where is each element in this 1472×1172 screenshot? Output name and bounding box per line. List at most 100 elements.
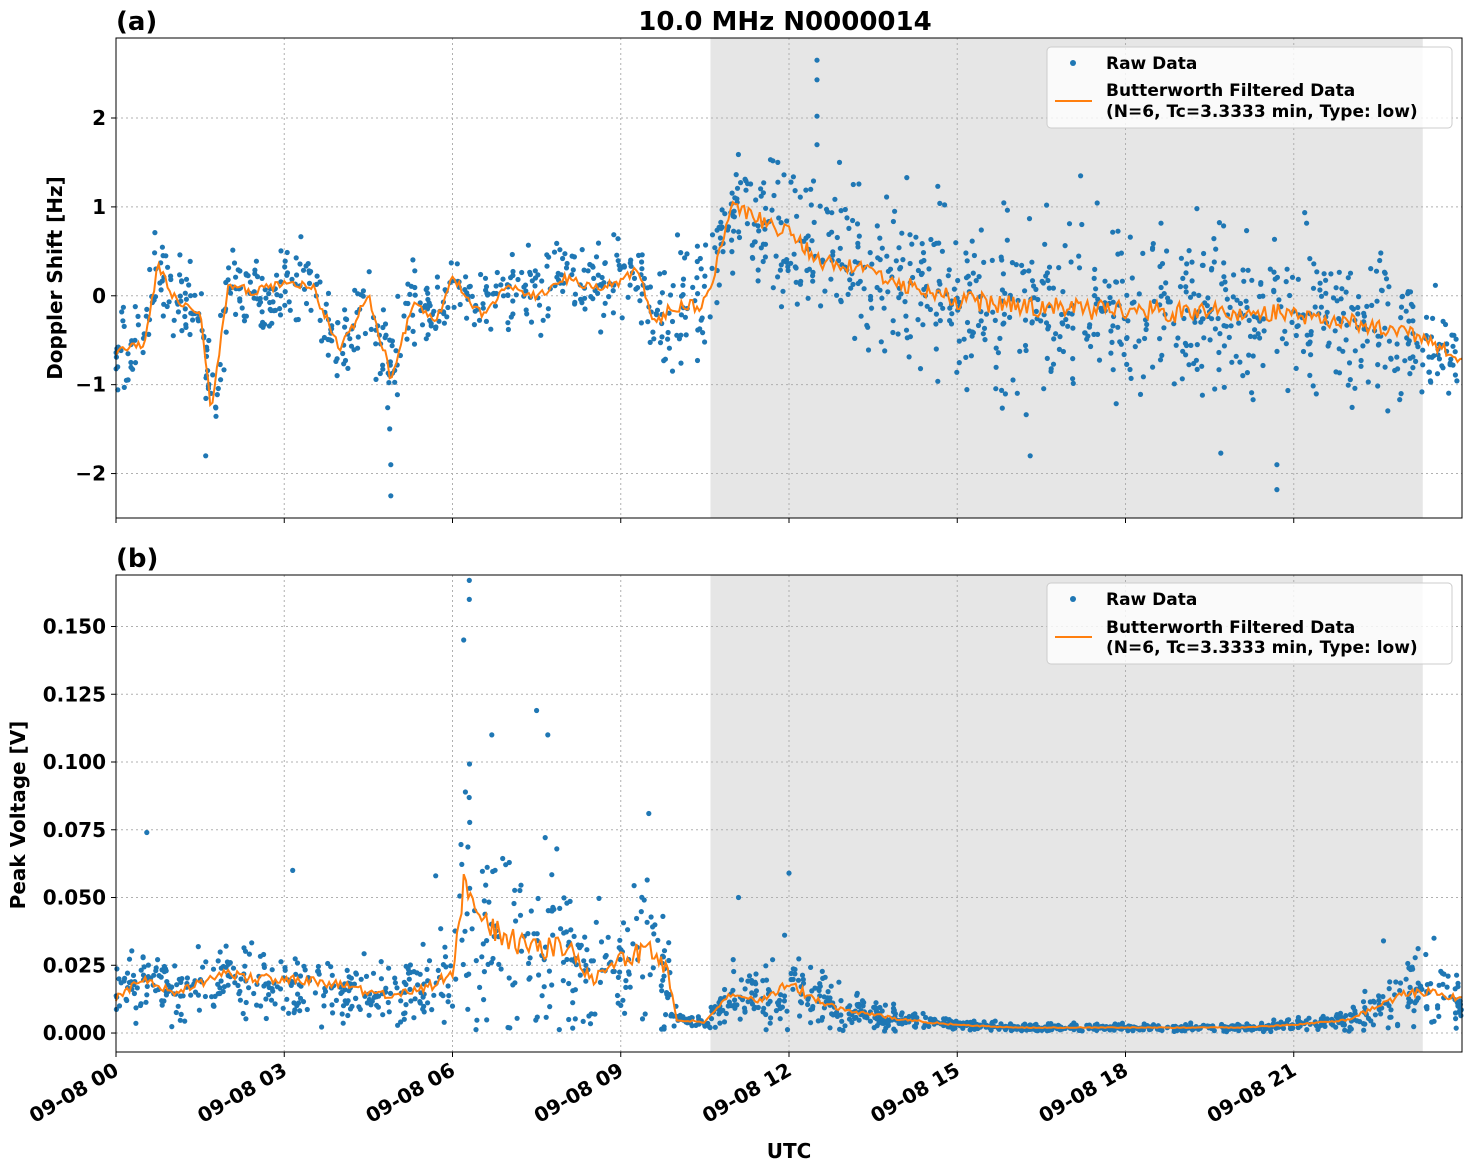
- panel-a-raw-point: [716, 224, 722, 230]
- panel-a-raw-point: [221, 367, 227, 373]
- panel-a-raw-point: [615, 236, 621, 242]
- panel-a-raw-point: [983, 311, 990, 317]
- panel-b-raw-outlier: [646, 810, 652, 817]
- panel-b-raw-point: [827, 1025, 833, 1031]
- panel-a-raw-point: [536, 302, 543, 308]
- panel-b-raw-point: [777, 1005, 783, 1012]
- panel-a-raw-point: [1063, 316, 1069, 323]
- panel-b-raw-point: [131, 990, 137, 997]
- panel-b-raw-point: [639, 1016, 646, 1022]
- panel-a-raw-point: [218, 377, 224, 383]
- panel-b-raw-point: [403, 963, 409, 969]
- panel-b-raw-point: [481, 898, 487, 904]
- panel-b-raw-point: [921, 1024, 927, 1030]
- panel-a-raw-point: [425, 332, 431, 338]
- panel-a-ytick-label: −1: [75, 373, 106, 397]
- panel-b-raw-point: [266, 980, 272, 986]
- panel-b-raw-point: [768, 1015, 774, 1021]
- panel-b-raw-point: [726, 999, 733, 1005]
- panel-a-raw-point: [1212, 326, 1218, 332]
- panel-b-raw-point: [617, 956, 623, 963]
- panel-a-raw-point: [865, 347, 872, 353]
- panel-a-raw-point: [1096, 357, 1103, 363]
- panel-a-raw-point: [480, 301, 486, 307]
- panel-a-raw-point: [1289, 274, 1296, 280]
- panel-b-raw-point: [805, 1001, 811, 1008]
- panel-b-raw-point: [912, 1011, 918, 1017]
- panel-a-raw-point: [179, 328, 185, 334]
- panel-a-raw-point: [736, 229, 742, 235]
- panel-b-raw-point: [514, 1015, 520, 1021]
- panel-a-raw-point: [1076, 265, 1083, 271]
- panel-a-raw-point: [1186, 362, 1192, 368]
- panel-a-raw-point: [903, 313, 909, 319]
- panel-a-raw-point: [1336, 269, 1342, 275]
- panel-b-raw-point: [548, 908, 554, 914]
- panel-a-raw-point: [1385, 408, 1391, 414]
- panel-a-raw-point: [793, 279, 799, 285]
- panel-a-raw-point: [1343, 289, 1349, 295]
- panel-a-raw-point: [935, 183, 941, 189]
- panel-a-raw-point: [560, 288, 566, 294]
- panel-a-raw-point: [1070, 380, 1076, 386]
- panel-b-raw-point: [483, 882, 489, 888]
- panel-a-raw-point: [146, 331, 152, 337]
- panel-a-raw-point: [1183, 284, 1189, 290]
- panel-b-raw-point: [466, 794, 472, 801]
- panel-a-raw-point: [448, 260, 454, 266]
- panel-a-raw-point: [251, 289, 257, 295]
- panel-a-raw-point: [1283, 341, 1289, 347]
- panel-b-raw-point: [625, 927, 631, 933]
- panel-a-raw-point: [964, 258, 970, 264]
- panel-b-raw-point: [821, 994, 827, 1000]
- panel-a-raw-point: [165, 264, 171, 270]
- panel-b-raw-point: [144, 992, 150, 998]
- panel-b-raw-point: [237, 997, 243, 1003]
- panel-a-raw-point: [1452, 372, 1458, 378]
- panel-a-raw-point: [1394, 354, 1400, 360]
- panel-b-raw-point: [403, 981, 409, 988]
- panel-a-raw-point: [1050, 361, 1057, 367]
- panel-a-raw-point: [1221, 384, 1227, 390]
- panel-a-raw-point: [593, 254, 600, 260]
- panel-b-raw-point: [535, 895, 541, 902]
- panel-a-raw-point: [1211, 236, 1217, 242]
- panel-b-raw-point: [534, 931, 540, 937]
- panel-a-raw-point: [323, 301, 329, 307]
- panel-a-raw-point: [239, 305, 245, 311]
- panel-a-raw-point: [1261, 328, 1267, 334]
- panel-b-raw-point: [1412, 1000, 1418, 1006]
- panel-a-raw-point: [1279, 336, 1285, 342]
- panel-a-raw-point: [505, 326, 511, 333]
- panel-a-raw-point: [417, 300, 423, 306]
- panel-b-raw-point: [263, 996, 269, 1002]
- panel-b-raw-point: [251, 990, 257, 997]
- panel-a-raw-point: [1233, 353, 1239, 359]
- panel-a-raw-point: [166, 299, 172, 305]
- panel-a-raw-point: [801, 238, 807, 244]
- panel-a-raw-point: [895, 331, 901, 337]
- panel-a-raw-point: [854, 221, 861, 227]
- panel-a-raw-point: [380, 324, 386, 331]
- panel-a-raw-point: [360, 288, 366, 294]
- panel-a-raw-point: [267, 299, 273, 306]
- panel-a-raw-point: [829, 229, 835, 235]
- panel-a-raw-point: [1447, 360, 1453, 366]
- panel-a-raw-point: [956, 338, 962, 344]
- panel-a-raw-point: [1004, 207, 1011, 213]
- panel-b-raw-point: [923, 1014, 929, 1021]
- panel-a-raw-point: [582, 295, 588, 301]
- panel-b-raw-point: [1360, 999, 1367, 1005]
- panel-a-raw-point: [572, 291, 579, 297]
- panel-a-raw-point: [850, 181, 856, 188]
- panel-b-raw-point: [605, 934, 611, 940]
- panel-b-raw-point: [217, 949, 223, 955]
- panel-a-raw-point: [177, 272, 183, 278]
- figure-title: 10.0 MHz N0000014: [638, 7, 931, 37]
- panel-b-raw-point: [473, 1027, 479, 1033]
- panel-b-raw-point: [505, 1024, 511, 1031]
- panel-b-raw-outlier: [489, 732, 495, 738]
- panel-b-raw-point: [660, 977, 666, 983]
- panel-a-raw-point: [1295, 323, 1301, 329]
- panel-a-raw-point: [284, 249, 290, 256]
